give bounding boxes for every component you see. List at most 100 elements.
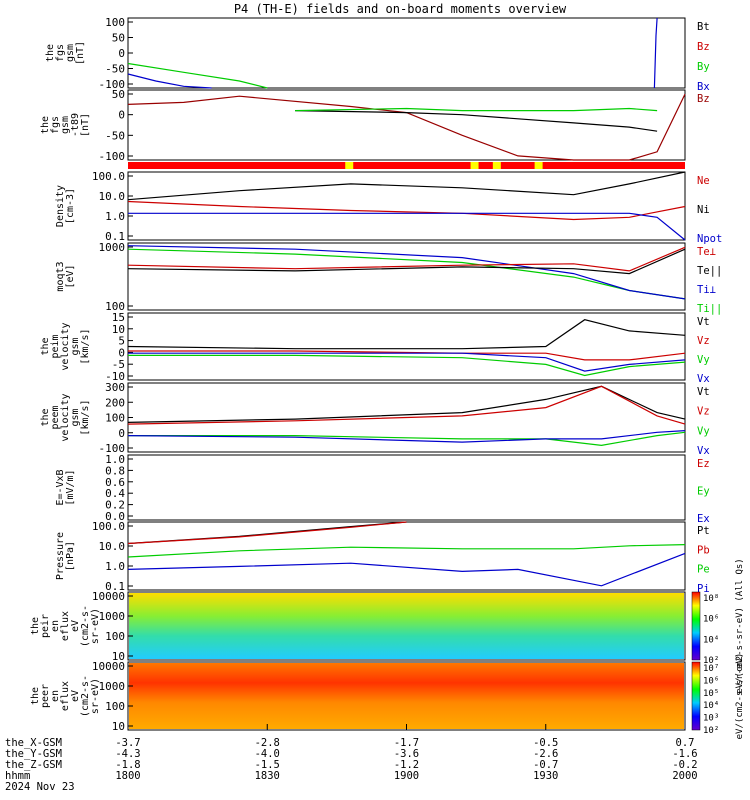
footer-value: -2.8 bbox=[255, 737, 280, 749]
series-temp-Te|| bbox=[127, 248, 686, 275]
series-peem-Vt bbox=[127, 385, 686, 423]
footer-row-label: the_Z-GSM bbox=[5, 759, 62, 771]
ylabel-fgs-t89: gsm bbox=[60, 116, 71, 134]
ytick-label: -10 bbox=[105, 370, 125, 383]
series-fgs-t89-Bt bbox=[295, 110, 658, 132]
quality-flag-mark bbox=[345, 162, 354, 169]
legend-temp-0: Te⊥ bbox=[697, 246, 716, 258]
legend-efield-1: Ey bbox=[697, 486, 710, 498]
colorbar-tick: 10² bbox=[703, 726, 719, 736]
colorbar-tick: 10⁴ bbox=[703, 701, 719, 711]
ytick-label: 15 bbox=[112, 311, 125, 324]
colorbar-tick: 10⁴ bbox=[703, 635, 719, 645]
legend-peim-3: Vx bbox=[697, 373, 710, 385]
ytick-label: 10000 bbox=[92, 660, 125, 673]
ylabel-peir: sr-eV) bbox=[90, 608, 101, 644]
ylabel-peer: peer bbox=[40, 684, 51, 708]
ytick-label: 50 bbox=[112, 32, 125, 45]
ytick-label: -100 bbox=[99, 78, 126, 91]
colorbar-tick: 10³ bbox=[703, 714, 719, 724]
ylabel-peir: en bbox=[50, 620, 61, 632]
ylabel-fgs-t89: -t89 bbox=[70, 113, 81, 137]
ytick-label: 300 bbox=[105, 381, 125, 394]
series-pressure-Pe bbox=[127, 544, 686, 558]
colorbar-tick: 10⁶ bbox=[703, 676, 719, 686]
spectrogram-peer bbox=[129, 663, 684, 729]
panel-frame-fgs bbox=[127, 17, 686, 89]
ylabel-fgs-t89: the bbox=[40, 116, 51, 134]
ylabel-peir: the bbox=[30, 617, 41, 635]
footer-value: -4.3 bbox=[115, 748, 140, 760]
footer-value: -1.8 bbox=[115, 759, 140, 771]
legend-peem-0: Vt bbox=[697, 386, 710, 398]
ylabel-peir: (cm2-s- bbox=[80, 605, 91, 647]
footer-value: 1800 bbox=[115, 770, 140, 782]
legend-density-1: Ni bbox=[697, 204, 710, 216]
footer-value: -1.2 bbox=[394, 759, 419, 771]
colorbar-peir bbox=[691, 591, 701, 661]
series-peim-Vx bbox=[128, 352, 686, 372]
series-fgs-Bx bbox=[653, 17, 658, 89]
footer-value: -0.5 bbox=[533, 737, 558, 749]
ylabel-efield: E=-VxB bbox=[55, 469, 66, 505]
ytick-label: 1.0 bbox=[105, 210, 125, 223]
ytick-label: 100 bbox=[105, 700, 125, 713]
panel-frame-fgs-t89 bbox=[127, 89, 686, 161]
series-temp-Te⊥ bbox=[127, 246, 686, 272]
legend-peem-2: Vy bbox=[697, 425, 710, 437]
panel-frame-temp bbox=[127, 242, 686, 311]
legend-density-0: Ne bbox=[697, 175, 710, 187]
ylabel-peim: [km/s] bbox=[80, 328, 91, 364]
footer-value: -1.5 bbox=[255, 759, 280, 771]
ylabel-pressure: Pressure bbox=[55, 532, 66, 580]
series-peim-Vy bbox=[128, 354, 686, 377]
series-temp-Ti⊥ bbox=[127, 245, 686, 300]
ylabel-peim: the bbox=[40, 337, 51, 355]
legend-pressure-1: Pb bbox=[697, 544, 710, 556]
ylabel-temp: [eV] bbox=[65, 264, 76, 288]
ytick-label: -50 bbox=[105, 63, 125, 76]
footer-row-label: hhmm bbox=[5, 770, 30, 782]
legend-fgs-0: Bt bbox=[697, 21, 710, 33]
ytick-label: 0 bbox=[118, 427, 125, 440]
ytick-label: 10.0 bbox=[99, 190, 126, 203]
footer-value: 1930 bbox=[533, 770, 558, 782]
ylabel-fgs-t89: fgs bbox=[50, 116, 61, 134]
ytick-label: 0.1 bbox=[105, 230, 125, 243]
footer-value: -0.7 bbox=[533, 759, 558, 771]
ylabel-fgs: fgs bbox=[55, 44, 66, 62]
ytick-label: 10000 bbox=[92, 590, 125, 603]
series-density-Npot bbox=[128, 212, 686, 241]
ylabel-peer: eflux bbox=[60, 681, 71, 711]
ytick-label: 1.0 bbox=[105, 453, 125, 466]
legend-pressure-0: Pt bbox=[697, 525, 710, 537]
quality-flag-mark bbox=[534, 162, 543, 169]
legend-temp-3: Ti|| bbox=[697, 303, 722, 315]
panel-frame-peir bbox=[127, 591, 686, 661]
ylabel-peim: velocity bbox=[60, 322, 71, 370]
ylabel-fgs-t89: [nT] bbox=[80, 113, 91, 137]
ytick-label: 1000 bbox=[99, 680, 126, 693]
footer-value: 2000 bbox=[672, 770, 697, 782]
ytick-label: 10.0 bbox=[99, 540, 126, 553]
ylabel-fgs: gsm bbox=[65, 44, 76, 62]
legend-fgs-t89-0: Bz bbox=[697, 93, 710, 105]
ytick-label: -100 bbox=[99, 150, 126, 163]
legend-peem-1: Vz bbox=[697, 406, 710, 418]
ylabel-pressure: [nPa] bbox=[65, 541, 76, 571]
ylabel-peem: velocity bbox=[60, 393, 71, 441]
ytick-label: 0 bbox=[118, 346, 125, 359]
legend-pressure-2: Pe bbox=[697, 564, 710, 576]
footer-value: -1.7 bbox=[394, 737, 419, 749]
ytick-label: 100.0 bbox=[92, 170, 125, 183]
ytick-label: 0.6 bbox=[105, 476, 125, 489]
legend-peem-3: Vx bbox=[697, 445, 710, 457]
footer-value: 1830 bbox=[255, 770, 280, 782]
series-pressure-Pb bbox=[127, 521, 407, 545]
colorbar-peer bbox=[691, 661, 701, 731]
legend-fgs-3: Bx bbox=[697, 81, 710, 93]
ytick-label: 100 bbox=[105, 300, 125, 313]
footer-row-label: the_X-GSM bbox=[5, 737, 62, 749]
ylabel-density: Density bbox=[55, 185, 66, 227]
ytick-label: 100 bbox=[105, 412, 125, 425]
